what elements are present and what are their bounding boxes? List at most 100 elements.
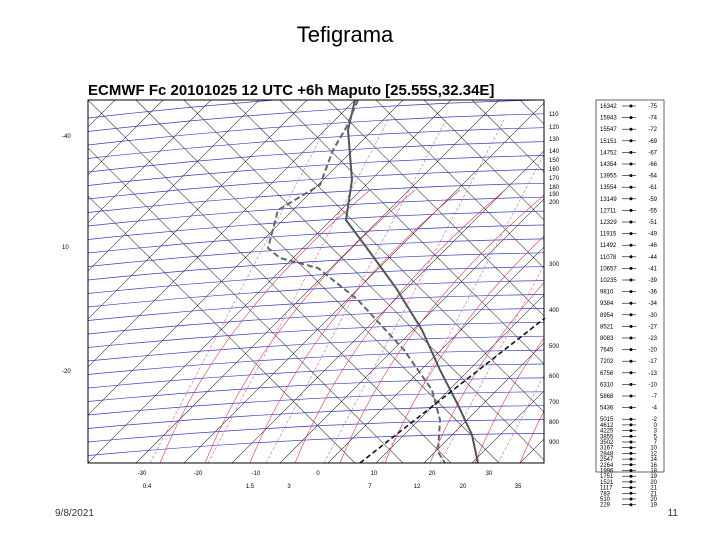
parcel-path [359, 317, 546, 464]
table-height: 8954 [600, 313, 614, 319]
dry-adiabat-line [231, 100, 544, 413]
isobar-line [88, 308, 544, 335]
table-height: 2848 [600, 451, 614, 457]
left-axis-label: -40 [62, 134, 71, 140]
isotherm-line [88, 100, 116, 128]
pressure-label: 190 [549, 192, 560, 198]
isotherm-line [88, 100, 308, 320]
wind-barb-station [629, 255, 633, 259]
table-height: 15943 [600, 116, 617, 122]
table-height: 14354 [600, 162, 617, 168]
wind-barb-station [629, 486, 633, 490]
pressure-label: 800 [549, 420, 560, 426]
saturated-adiabat-line [519, 410, 544, 463]
mixing-ratio-line [323, 119, 505, 463]
table-temperature: -66 [648, 162, 657, 168]
wind-barb-station [629, 208, 633, 212]
table-temperature: -23 [648, 336, 657, 342]
table-temperature: -17 [648, 359, 657, 365]
pressure-label: 130 [549, 137, 560, 143]
isotherm-line [88, 100, 212, 224]
table-height: 15151 [600, 139, 617, 145]
isotherm-line [183, 102, 544, 463]
table-height: 11078 [600, 255, 617, 261]
dry-adiabat-line [327, 100, 544, 317]
temperature-tick: 30 [486, 471, 493, 477]
isotherm-line [88, 100, 452, 463]
isobar-line [88, 405, 544, 429]
pressure-label: 140 [549, 149, 560, 155]
wind-barb-station [629, 243, 633, 247]
wind-barb-station [629, 301, 633, 305]
wind-barb-station [629, 313, 633, 317]
pressure-label: 500 [549, 344, 560, 350]
pressure-label: 200 [549, 200, 560, 206]
table-temperature: -7 [652, 394, 658, 400]
table-height: 9384 [600, 301, 614, 307]
table-temperature: 0 [654, 423, 658, 429]
table-temperature: -67 [648, 150, 657, 156]
isobar-line [88, 252, 544, 281]
pressure-label: 160 [549, 167, 560, 173]
wind-barb-station [629, 446, 633, 450]
isotherm-line [712, 43, 720, 463]
table-height: 5868 [600, 394, 614, 400]
table-height: 3502 [600, 440, 614, 446]
table-height: 12329 [600, 220, 617, 226]
isotherm-line [135, 100, 500, 463]
table-temperature: -46 [648, 243, 657, 249]
table-height: 13554 [600, 185, 617, 191]
wind-barb-station [629, 474, 633, 478]
table-temperature: -44 [648, 255, 657, 261]
temperature-tick: 0 [316, 471, 320, 477]
table-temperature: -2 [652, 417, 658, 423]
isobar-line [88, 182, 544, 213]
table-height: 11492 [600, 243, 617, 249]
isobar-line [88, 363, 544, 389]
isobar-line [88, 210, 544, 240]
table-height: 7645 [600, 348, 614, 354]
left-axis-label: 10 [62, 245, 69, 251]
wind-barb-station [629, 139, 633, 143]
isotherm-line [231, 150, 544, 463]
table-temperature: -39 [648, 278, 657, 284]
isobar-line [88, 169, 544, 200]
isotherm-line [88, 100, 260, 272]
dry-adiabat-line [88, 100, 452, 463]
table-height: 4612 [600, 423, 614, 429]
isobar-line [88, 335, 544, 362]
wind-barb-station [629, 423, 633, 427]
wind-barb-station [629, 336, 633, 340]
table-temperature: -4 [652, 406, 658, 412]
wind-barb-station [629, 185, 633, 189]
table-height: 13149 [600, 197, 617, 203]
table-temperature: 18 [650, 469, 657, 475]
table-height: 8083 [600, 336, 614, 342]
isotherm-line [471, 390, 544, 463]
mixing-ratio-tick: 20 [460, 484, 467, 490]
wind-barb-station [629, 497, 633, 501]
table-height: 2547 [600, 457, 614, 463]
table-temperature: -75 [648, 104, 657, 110]
table-temperature: 16 [650, 463, 657, 469]
mixing-ratio-line [207, 119, 389, 463]
saturated-adiabat-line [249, 189, 461, 463]
wind-barb-station [629, 457, 633, 461]
wind-barb-station [629, 463, 633, 467]
table-height: 783 [600, 491, 611, 497]
isobar-line [88, 419, 544, 443]
table-temperature: -13 [648, 371, 657, 377]
isobar-line [88, 391, 544, 416]
isotherm-line [279, 198, 544, 463]
table-temperature: 21 [650, 491, 657, 497]
table-height: 1117 [600, 486, 613, 492]
wind-barb-station [629, 127, 633, 131]
wind-barb-station [629, 116, 633, 120]
wind-barb-station [629, 417, 633, 421]
mixing-ratio-tick: 7 [368, 484, 372, 490]
wind-barb-station [629, 406, 633, 410]
isotherm-line [88, 100, 164, 176]
isobar-line [88, 280, 544, 308]
table-temperature: -36 [648, 290, 657, 296]
